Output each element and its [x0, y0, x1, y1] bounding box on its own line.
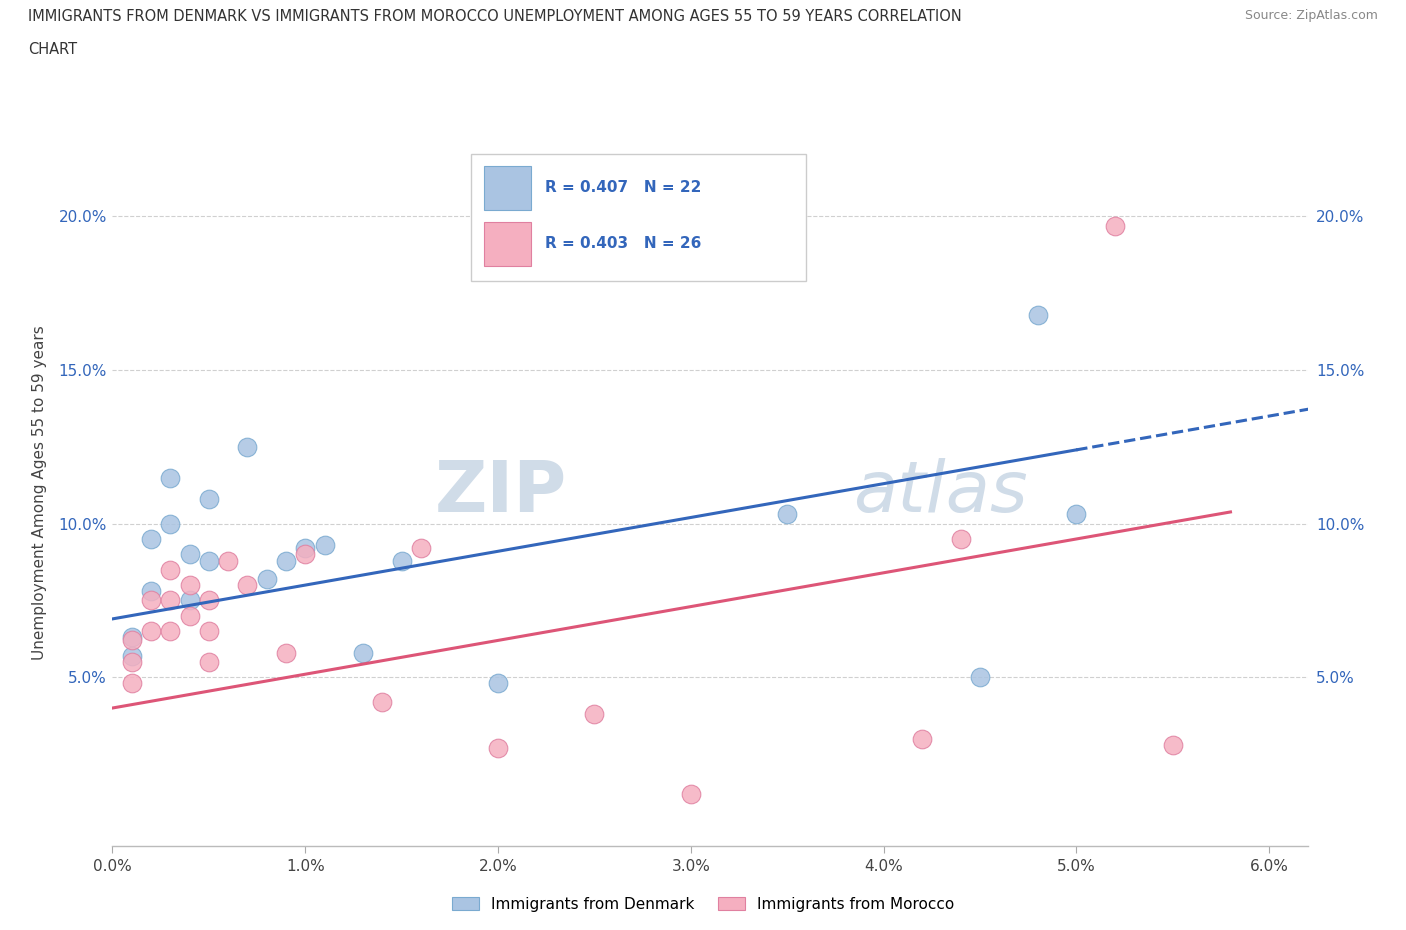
Point [121, 676, 143, 691]
Point [236, 578, 259, 592]
Point [486, 740, 509, 755]
Point [139, 624, 162, 639]
Point [121, 630, 143, 644]
Point [776, 507, 799, 522]
Point [1064, 507, 1087, 522]
Point [911, 731, 934, 746]
Point [159, 624, 181, 639]
Point [274, 553, 297, 568]
Point [969, 670, 991, 684]
Point [179, 593, 201, 608]
Point [1026, 307, 1049, 322]
Point [198, 624, 221, 639]
Point [198, 655, 221, 670]
Point [1161, 737, 1184, 752]
Point [583, 707, 606, 722]
Text: CHART: CHART [28, 42, 77, 57]
Point [294, 540, 316, 555]
Point [1104, 219, 1126, 233]
Point [139, 593, 162, 608]
Point [217, 553, 239, 568]
Point [486, 676, 509, 691]
Point [121, 648, 143, 663]
Point [179, 578, 201, 592]
Point [159, 516, 181, 531]
Point [159, 470, 181, 485]
Point [236, 439, 259, 454]
Point [198, 492, 221, 507]
Point [371, 695, 394, 710]
Text: ZIP: ZIP [434, 458, 567, 527]
Point [139, 584, 162, 599]
Point [352, 645, 374, 660]
Point [159, 593, 181, 608]
Point [159, 563, 181, 578]
Point [198, 593, 221, 608]
Point [274, 645, 297, 660]
Point [121, 633, 143, 648]
Text: Source: ZipAtlas.com: Source: ZipAtlas.com [1244, 9, 1378, 22]
Point [256, 572, 278, 587]
Point [179, 608, 201, 623]
Legend: Immigrants from Denmark, Immigrants from Morocco: Immigrants from Denmark, Immigrants from… [446, 890, 960, 918]
Point [949, 532, 972, 547]
Point [179, 547, 201, 562]
Point [409, 540, 432, 555]
Point [139, 532, 162, 547]
Point [121, 655, 143, 670]
Text: IMMIGRANTS FROM DENMARK VS IMMIGRANTS FROM MOROCCO UNEMPLOYMENT AMONG AGES 55 TO: IMMIGRANTS FROM DENMARK VS IMMIGRANTS FR… [28, 9, 962, 24]
Point [314, 538, 336, 552]
Text: atlas: atlas [853, 458, 1028, 527]
Point [391, 553, 413, 568]
Point [294, 547, 316, 562]
Y-axis label: Unemployment Among Ages 55 to 59 years: Unemployment Among Ages 55 to 59 years [32, 326, 48, 660]
Point [679, 787, 702, 802]
Point [198, 553, 221, 568]
